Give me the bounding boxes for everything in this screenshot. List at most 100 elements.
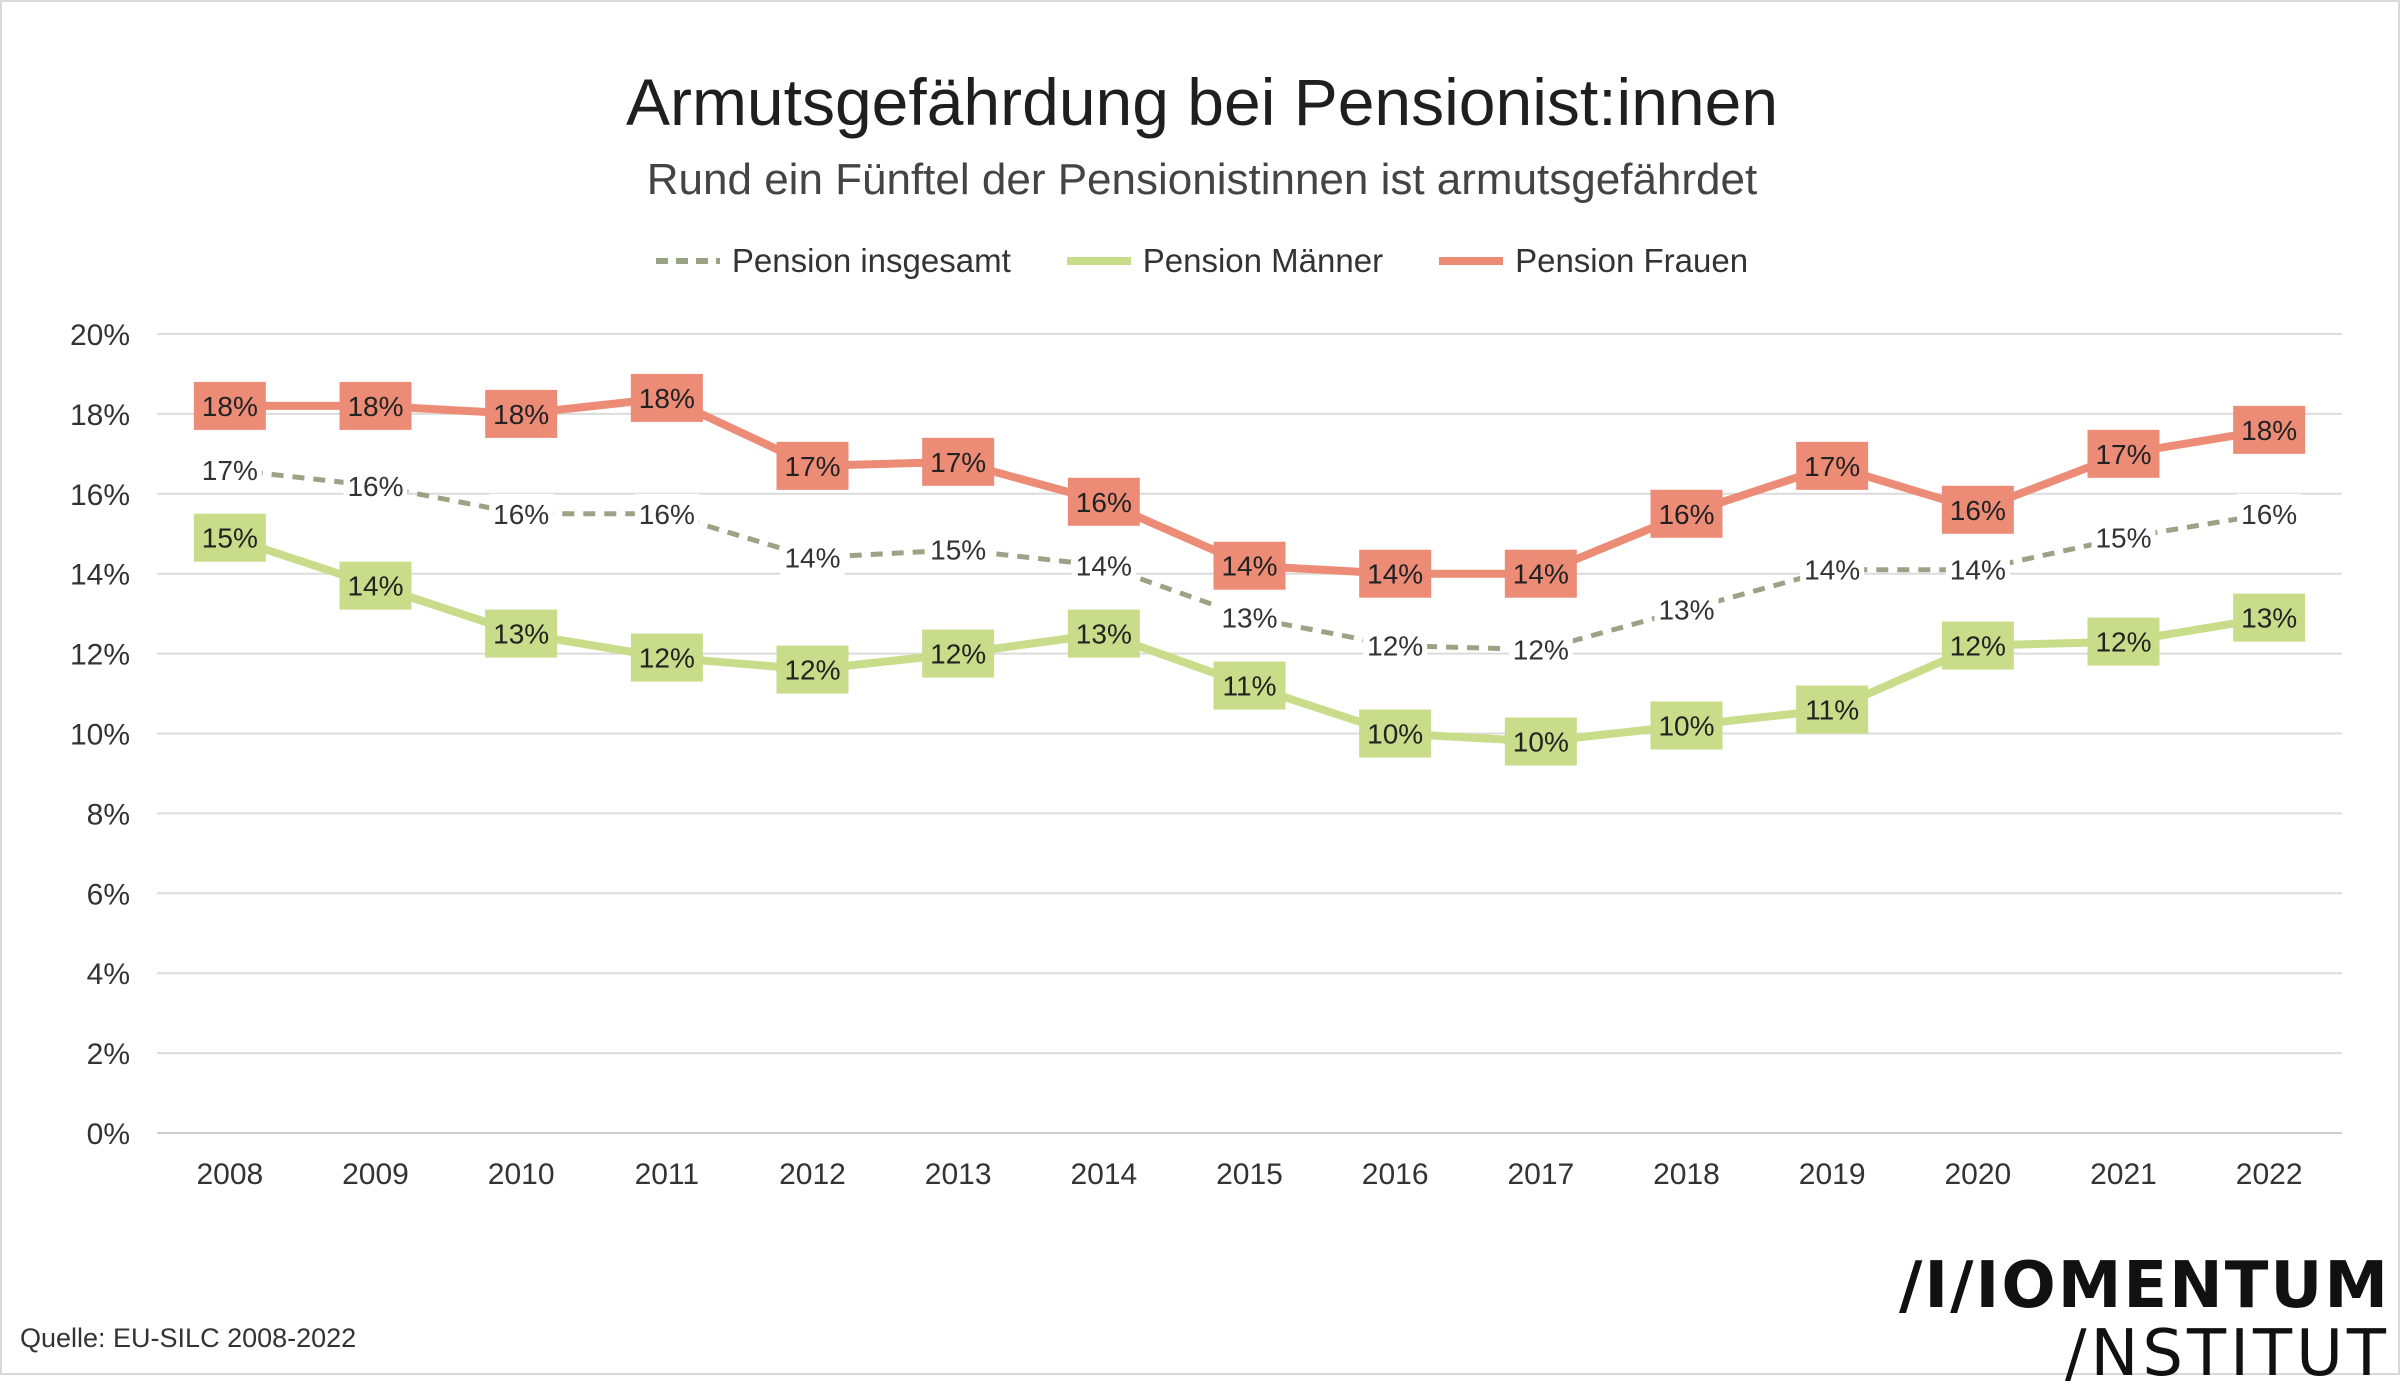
y-tick-label: 6%: [87, 878, 130, 911]
legend-item-insgesamt: Pension insgesamt: [655, 242, 1011, 280]
data-label: 16%: [1658, 499, 1714, 530]
x-tick-label: 2010: [488, 1158, 555, 1191]
data-label: 10%: [1367, 719, 1423, 750]
data-label: 14%: [1367, 559, 1423, 590]
x-tick-label: 2021: [2090, 1158, 2157, 1191]
data-label: 13%: [1221, 603, 1277, 634]
data-label-box: [776, 645, 849, 694]
data-label-bg: [1508, 629, 1573, 668]
legend-swatch-maenner: [1066, 257, 1131, 265]
data-label: 18%: [493, 399, 549, 430]
data-label: 13%: [1076, 619, 1132, 650]
data-label-box: [630, 373, 703, 422]
y-tick-label: 2%: [87, 1038, 130, 1071]
y-tick-label: 8%: [87, 798, 130, 831]
y-tick-label: 16%: [70, 479, 130, 512]
data-label-box: [1796, 685, 1869, 734]
data-label-box: [2233, 593, 2306, 642]
y-tick-label: 0%: [87, 1118, 130, 1151]
legend-swatch-insgesamt: [655, 258, 720, 264]
data-label: 18%: [639, 383, 695, 414]
data-label: 14%: [1804, 555, 1860, 586]
data-label: 17%: [202, 455, 258, 486]
data-label-box: [922, 629, 995, 678]
data-label: 14%: [1950, 555, 2006, 586]
data-label-box: [2087, 429, 2160, 478]
data-label: 15%: [930, 535, 986, 566]
data-label: 16%: [1950, 495, 2006, 526]
data-label: 12%: [639, 643, 695, 674]
data-label-bg: [489, 493, 554, 532]
data-label-bg: [1217, 597, 1282, 636]
data-label-bg: [197, 449, 262, 488]
data-label-box: [339, 561, 412, 610]
data-label: 14%: [1513, 559, 1569, 590]
x-tick-label: 2011: [635, 1158, 700, 1191]
legend-label-maenner: Pension Männer: [1142, 242, 1384, 279]
data-label-box: [339, 381, 412, 430]
data-label: 11%: [1805, 695, 1859, 726]
data-label: 14%: [1221, 551, 1277, 582]
y-tick-label: 4%: [87, 958, 130, 991]
data-label-box: [1504, 549, 1577, 598]
legend: Pension insgesamt Pension Männer Pension…: [2, 242, 2400, 280]
data-label-bg: [2237, 493, 2302, 532]
y-tick-label: 12%: [70, 639, 130, 672]
x-tick-label: 2012: [779, 1158, 846, 1191]
data-label-box: [1359, 549, 1432, 598]
data-label-bg: [1071, 545, 1136, 584]
data-label: 17%: [1804, 451, 1860, 482]
data-label: 11%: [1223, 671, 1277, 702]
y-tick-label: 20%: [70, 319, 130, 352]
data-label-box: [1359, 709, 1432, 758]
x-tick-label: 2020: [1944, 1158, 2011, 1191]
y-tick-label: 14%: [70, 559, 130, 592]
data-label-bg: [1654, 589, 1719, 628]
data-label: 14%: [347, 571, 403, 602]
data-label: 16%: [493, 499, 549, 530]
data-label: 16%: [639, 499, 695, 530]
data-label-bg: [926, 529, 991, 568]
data-label: 12%: [1367, 631, 1423, 662]
data-label: 18%: [202, 391, 258, 422]
legend-item-maenner: Pension Männer: [1066, 242, 1384, 280]
data-label-box: [1650, 489, 1723, 538]
x-tick-label: 2009: [342, 1158, 409, 1191]
data-label-box: [193, 513, 266, 562]
data-label: 12%: [1513, 635, 1569, 666]
data-label: 12%: [930, 639, 986, 670]
data-label: 15%: [202, 523, 258, 554]
data-label: 13%: [493, 619, 549, 650]
logo-line-1: /I/IOMENTUM: [1898, 1249, 2390, 1323]
data-label: 18%: [347, 391, 403, 422]
data-label-bg: [1363, 625, 1428, 664]
data-label-box: [630, 633, 703, 682]
data-label-box: [776, 441, 849, 490]
x-tick-label: 2018: [1653, 1158, 1720, 1191]
data-label: 17%: [2095, 439, 2151, 470]
legend-swatch-frauen: [1439, 257, 1504, 265]
x-tick-label: 2008: [196, 1158, 263, 1191]
x-tick-label: 2017: [1507, 1158, 1574, 1191]
x-tick-label: 2019: [1799, 1158, 1866, 1191]
data-label-box: [1941, 621, 2014, 670]
data-label-box: [1650, 701, 1723, 750]
legend-label-frauen: Pension Frauen: [1515, 242, 1749, 279]
momentum-institut-logo: /I/IOMENTUM /NSTITUT: [1899, 1254, 2390, 1386]
data-label-box: [1504, 717, 1577, 766]
chart-subtitle: Rund ein Fünftel der Pensionistinnen ist…: [646, 155, 1758, 204]
data-label: 12%: [784, 655, 840, 686]
data-label: 14%: [1076, 551, 1132, 582]
logo-line-2: /NSTITUT: [2064, 1317, 2390, 1391]
data-label-bg: [780, 537, 845, 576]
data-label: 15%: [2095, 523, 2151, 554]
source-note: Quelle: EU-SILC 2008-2022: [20, 1323, 357, 1353]
data-label: 17%: [930, 447, 986, 478]
legend-label-insgesamt: Pension insgesamt: [731, 242, 1011, 279]
data-label: 16%: [2241, 499, 2297, 530]
data-label-box: [2233, 405, 2306, 454]
data-label: 12%: [1950, 631, 2006, 662]
data-label: 12%: [2095, 627, 2151, 658]
